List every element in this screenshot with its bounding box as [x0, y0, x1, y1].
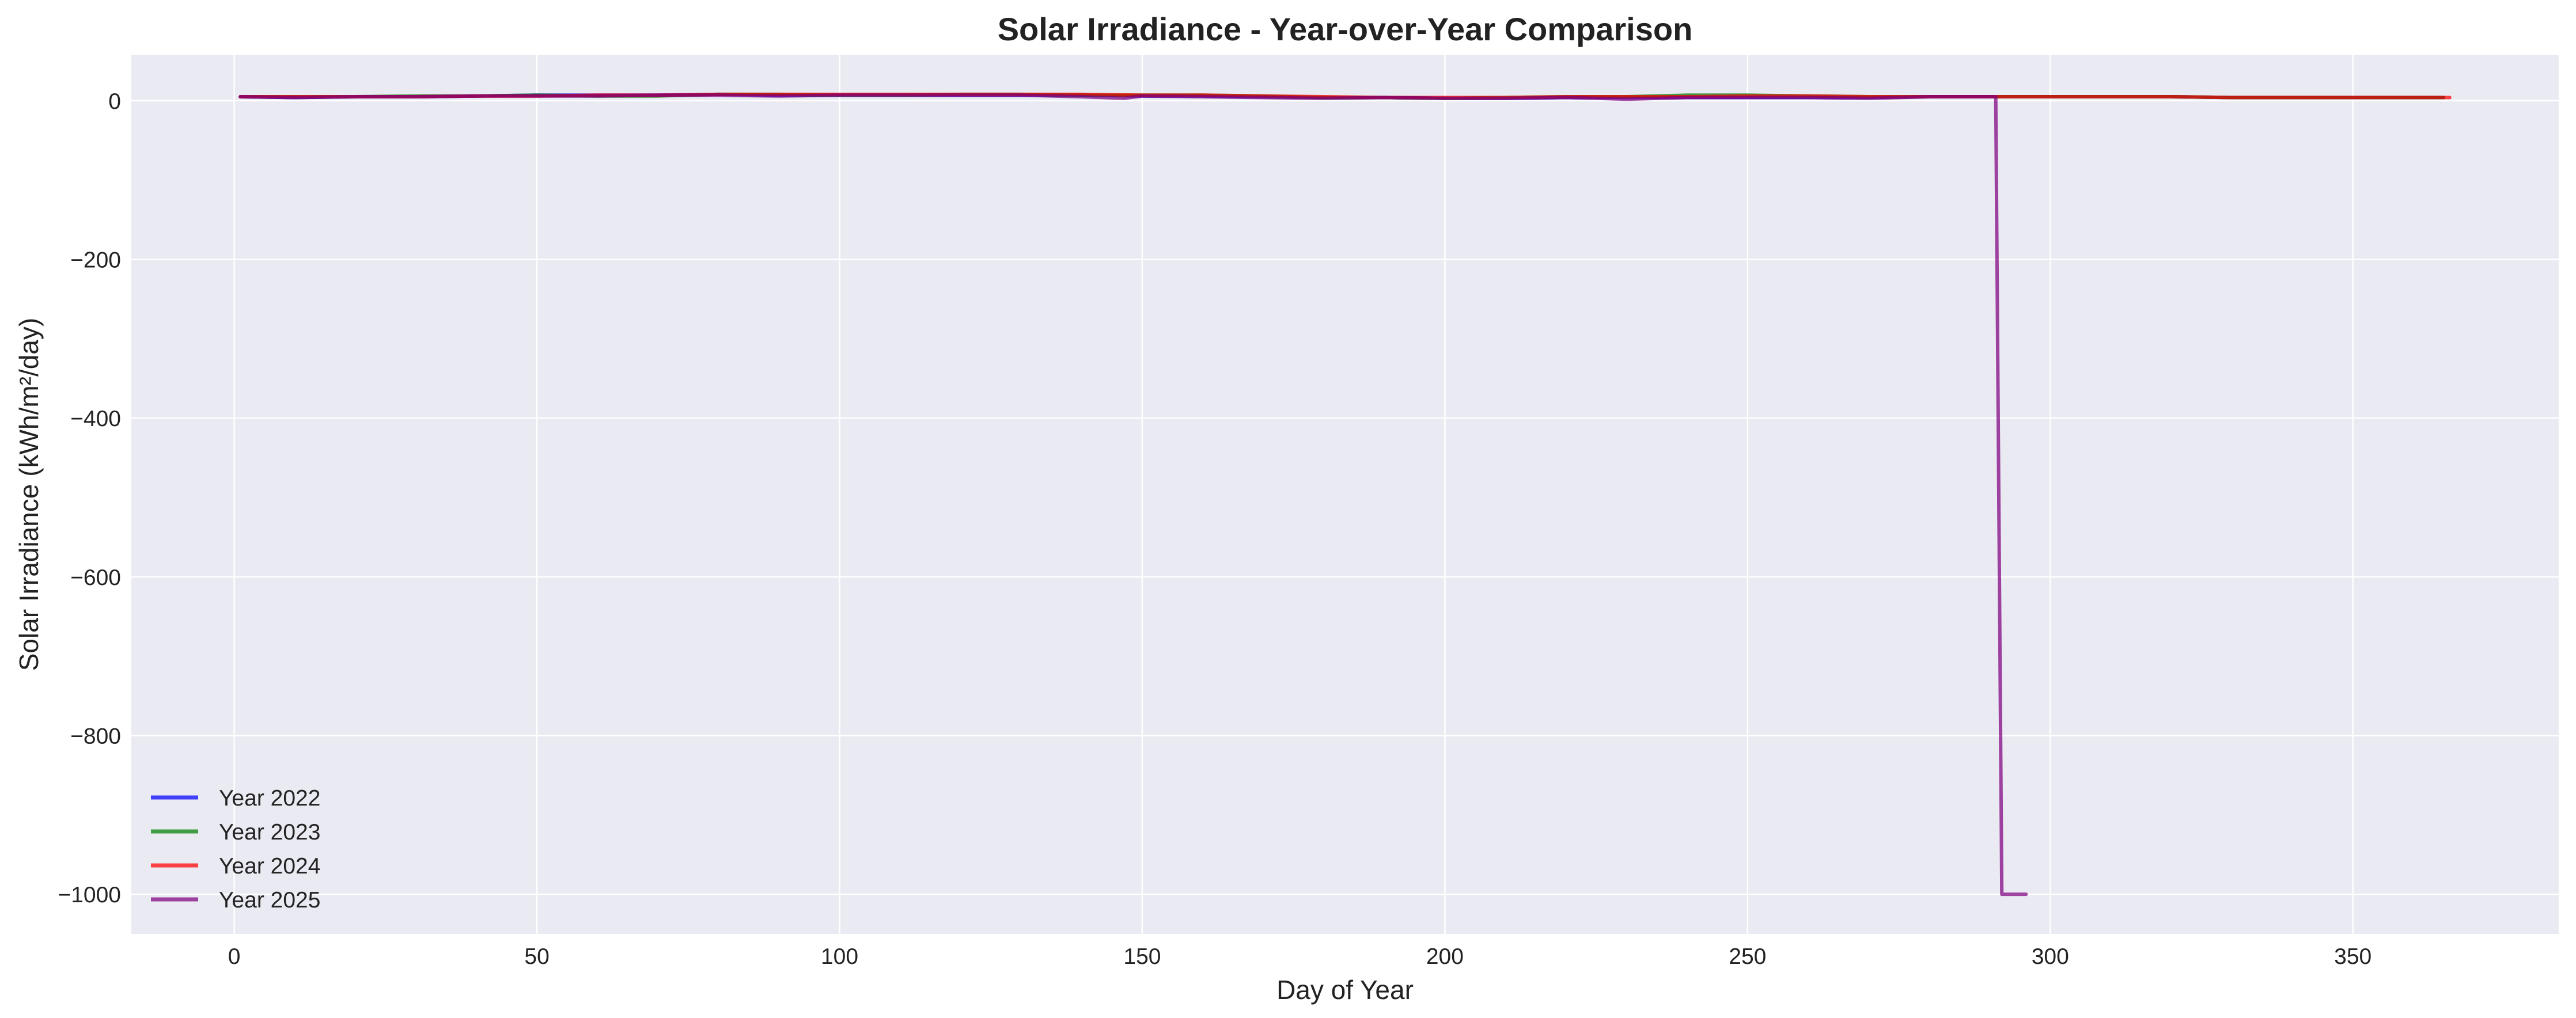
x-tick-label: 250: [1729, 944, 1766, 969]
y-tick-label: −800: [70, 724, 121, 749]
plot-area: [131, 55, 2559, 934]
legend: Year 2022 Year 2023 Year 2024 Year 2025: [151, 786, 320, 913]
y-tick-label: −1000: [58, 883, 121, 907]
x-tick-label: 300: [2032, 944, 2069, 969]
legend-label: Year 2024: [219, 854, 320, 879]
y-axis-label: Solar Irradiance (kWh/m²/day): [14, 318, 44, 671]
y-tick-label: 0: [108, 89, 121, 114]
grid: [131, 55, 2559, 934]
series-lines: [238, 92, 2452, 897]
y-tick-label: −600: [70, 565, 121, 590]
x-tick-label: 150: [1123, 944, 1161, 969]
y-tick-label: −200: [70, 248, 121, 273]
x-tick-label: 350: [2334, 944, 2372, 969]
x-tick-label: 50: [524, 944, 549, 969]
x-tick-label: 100: [821, 944, 858, 969]
legend-label: Year 2022: [219, 786, 320, 811]
x-tick-label: 200: [1426, 944, 1464, 969]
legend-label: Year 2025: [219, 888, 320, 913]
x-axis-label: Day of Year: [1276, 975, 1414, 1005]
x-tick-label: 0: [228, 944, 241, 969]
tick-labels: 0 50 100 150 200 250 300 350 0 −200 −400 −600 −800 −1…: [58, 89, 2372, 969]
chart-title: Solar Irradiance - Year-over-Year Compar…: [998, 11, 1693, 47]
y-tick-label: −400: [70, 407, 121, 431]
legend-label: Year 2023: [219, 820, 320, 845]
series-line: [238, 93, 2028, 897]
